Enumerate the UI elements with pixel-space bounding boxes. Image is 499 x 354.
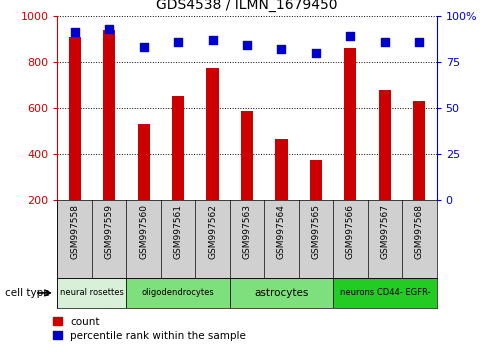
Text: GSM997565: GSM997565	[311, 204, 320, 259]
Text: cell type: cell type	[5, 288, 49, 298]
Text: neural rosettes: neural rosettes	[60, 289, 124, 297]
Text: neurons CD44- EGFR-: neurons CD44- EGFR-	[340, 289, 430, 297]
Text: oligodendrocytes: oligodendrocytes	[142, 289, 215, 297]
Point	[105, 26, 113, 32]
Point	[243, 42, 251, 48]
Text: GSM997559: GSM997559	[105, 204, 114, 259]
Bar	[57, 278, 126, 308]
Point	[140, 44, 148, 50]
Bar	[310, 160, 322, 200]
Bar	[103, 30, 115, 200]
Legend: count, percentile rank within the sample: count, percentile rank within the sample	[49, 313, 250, 345]
Point	[71, 30, 79, 35]
Text: GSM997568: GSM997568	[415, 204, 424, 259]
Bar	[126, 278, 230, 308]
Text: GSM997564: GSM997564	[277, 204, 286, 259]
Text: GSM997561: GSM997561	[174, 204, 183, 259]
Bar	[241, 112, 253, 200]
Bar	[379, 90, 391, 200]
Point	[174, 39, 182, 45]
Text: GSM997563: GSM997563	[243, 204, 251, 259]
Bar	[333, 278, 437, 308]
Point	[381, 39, 389, 45]
Text: GSM997567: GSM997567	[380, 204, 389, 259]
Bar	[344, 48, 356, 200]
Bar	[275, 139, 287, 200]
Bar	[230, 278, 333, 308]
Bar	[172, 96, 184, 200]
Text: astrocytes: astrocytes	[254, 288, 309, 298]
Bar	[207, 68, 219, 200]
Point	[346, 33, 354, 39]
Text: GSM997558: GSM997558	[70, 204, 79, 259]
Point	[312, 50, 320, 56]
Text: GSM997562: GSM997562	[208, 204, 217, 259]
Point	[415, 39, 423, 45]
Point	[209, 37, 217, 43]
Text: GSM997560: GSM997560	[139, 204, 148, 259]
Title: GDS4538 / ILMN_1679450: GDS4538 / ILMN_1679450	[156, 0, 338, 12]
Text: GSM997566: GSM997566	[346, 204, 355, 259]
Bar	[413, 101, 426, 200]
Bar	[68, 36, 81, 200]
Point	[277, 46, 285, 52]
Bar	[138, 124, 150, 200]
